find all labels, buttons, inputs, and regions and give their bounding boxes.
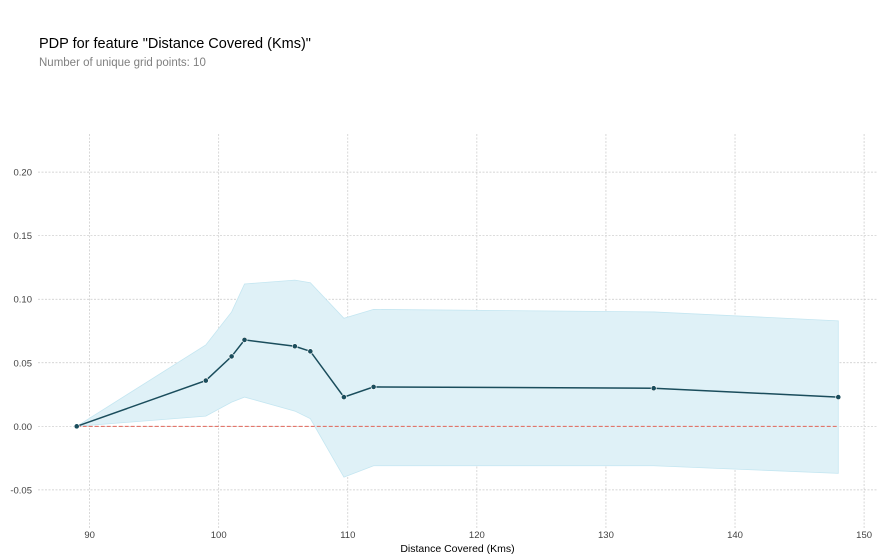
x-tick-label: 150 bbox=[856, 530, 872, 541]
y-tick-label: 0.00 bbox=[14, 422, 33, 433]
tick-labels-layer: 90 100 110 120 130 140 150 -0.05 0.00 0.05 0.10 0.1… bbox=[10, 168, 872, 541]
pdp-point bbox=[73, 423, 80, 430]
confidence-band bbox=[76, 279, 839, 478]
pdp-point bbox=[650, 385, 657, 392]
pdp-point bbox=[835, 394, 842, 400]
pdp-points-layer bbox=[73, 336, 842, 430]
pdp-point bbox=[202, 377, 209, 384]
pdp-point bbox=[241, 336, 248, 343]
pdp-point bbox=[307, 348, 314, 355]
chart-subtitle: Number of unique grid points: 10 bbox=[39, 57, 206, 69]
pdp-point bbox=[228, 353, 235, 360]
pdp-point bbox=[341, 394, 347, 400]
x-tick-label: 130 bbox=[598, 530, 614, 541]
y-tick-label: 0.20 bbox=[14, 168, 33, 179]
x-tick-label: 110 bbox=[340, 530, 355, 541]
x-tick-label: 120 bbox=[469, 530, 485, 541]
confidence-band-layer bbox=[76, 279, 839, 478]
pdp-line-layer bbox=[76, 339, 839, 428]
pdp-line bbox=[76, 339, 839, 428]
x-axis-label: Distance Covered (Kms) bbox=[400, 543, 514, 555]
pdp-point bbox=[370, 384, 377, 390]
y-tick-label: -0.05 bbox=[10, 485, 32, 496]
y-tick-label: 0.15 bbox=[14, 231, 33, 242]
pdp-point bbox=[291, 343, 298, 350]
x-tick-label: 100 bbox=[211, 530, 227, 541]
x-tick-label: 140 bbox=[727, 530, 743, 541]
y-tick-label: 0.05 bbox=[14, 358, 33, 369]
y-tick-label: 0.10 bbox=[14, 295, 33, 306]
chart-title: PDP for feature "Distance Covered (Kms)" bbox=[39, 36, 311, 52]
x-tick-label: 90 bbox=[84, 530, 95, 541]
